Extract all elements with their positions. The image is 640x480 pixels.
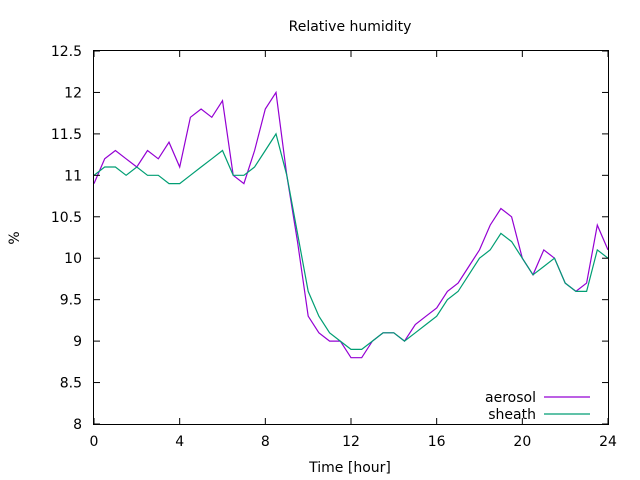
y-tick-label: 10 <box>64 251 82 267</box>
y-tick-label: 9.5 <box>60 293 82 309</box>
y-tick-label: 8.5 <box>60 376 82 392</box>
plot-frame <box>93 50 609 425</box>
y-tick-label: 8 <box>73 417 82 433</box>
y-axis-label: % <box>7 231 23 244</box>
x-axis-label: Time [hour] <box>308 460 391 476</box>
y-tick-label: 11 <box>64 168 82 184</box>
y-tick-label: 12.5 <box>51 44 82 60</box>
legend-label-aerosol: aerosol <box>485 390 536 406</box>
x-tick-label: 20 <box>513 434 531 450</box>
series-line-sheath <box>93 132 609 350</box>
x-tick-label: 16 <box>428 434 446 450</box>
y-tick-label: 10.5 <box>51 210 82 226</box>
chart-title: Relative humidity <box>289 19 412 35</box>
x-tick-label: 24 <box>599 434 617 450</box>
x-tick-label: 12 <box>342 434 360 450</box>
y-tick-label: 11.5 <box>51 127 82 143</box>
legend-label-sheath: sheath <box>488 407 536 423</box>
y-tick-label: 12 <box>64 85 82 101</box>
ticks-layer: 8 8.5 9 9.5 10 10.5 11 11.5 12 12.5 0 4 8 12 16 20 24 <box>51 44 617 450</box>
x-tick-label: 8 <box>261 434 270 450</box>
x-tick-label: 0 <box>90 434 99 450</box>
series-layer <box>93 90 609 359</box>
y-tick-label: 9 <box>73 334 82 350</box>
x-tick-label: 4 <box>175 434 184 450</box>
